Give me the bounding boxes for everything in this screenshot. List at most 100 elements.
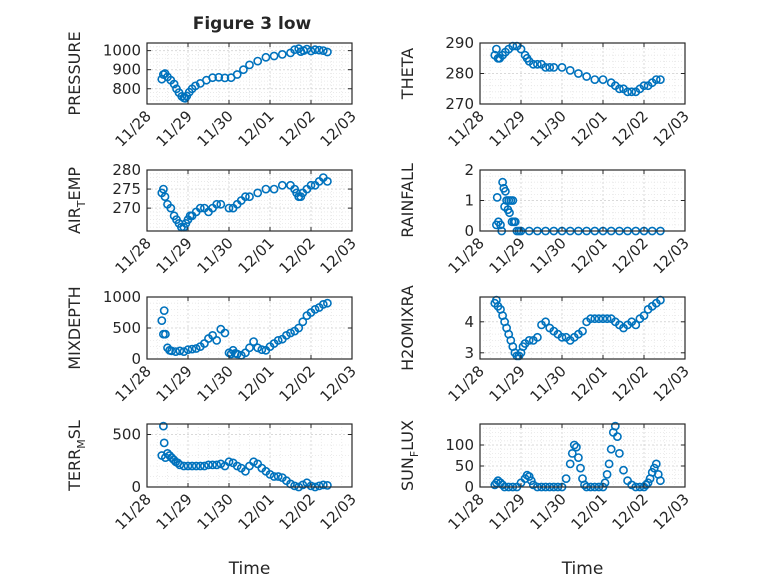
x-tick-label: 11/28 <box>112 490 155 533</box>
data-point <box>224 457 234 467</box>
data-point <box>576 463 585 473</box>
data-point <box>314 481 324 491</box>
data-point <box>598 314 608 324</box>
data-point <box>190 81 200 91</box>
data-point <box>528 59 538 69</box>
x-tick-label: 12/02 <box>609 234 652 277</box>
data-point <box>322 47 332 57</box>
data-point <box>240 466 250 476</box>
data-point <box>216 199 226 209</box>
data-point <box>651 75 661 84</box>
data-point <box>578 326 587 336</box>
data-point <box>232 70 242 79</box>
data-point <box>604 459 614 469</box>
data-point <box>491 44 501 54</box>
data-point <box>505 208 514 218</box>
data-point <box>586 314 596 324</box>
data-point <box>590 314 600 324</box>
data-point <box>631 320 641 330</box>
y-tick-label: 3 <box>464 344 474 362</box>
x-tick-label: 12/01 <box>568 490 611 533</box>
x-tick-label: 12/03 <box>317 362 360 405</box>
y-axis-label: RAINFALL <box>398 163 417 238</box>
data-point <box>277 180 287 190</box>
x-tick-label: 11/30 <box>527 107 570 150</box>
series-points <box>157 173 332 232</box>
x-tick-label: 12/03 <box>650 234 693 277</box>
data-point <box>641 480 651 490</box>
data-point <box>567 448 577 458</box>
data-point <box>574 69 583 78</box>
x-tick-label: 12/03 <box>317 107 360 150</box>
data-point <box>582 72 591 81</box>
data-point <box>498 177 507 187</box>
y-tick-label: 0 <box>464 478 474 496</box>
data-point <box>157 316 167 325</box>
x-tick-label: 12/02 <box>276 362 319 405</box>
y-axis-label: PRESSURE <box>65 31 84 115</box>
data-point <box>508 196 518 205</box>
data-point <box>565 459 575 469</box>
x-tick-label: 11/29 <box>486 362 529 405</box>
x-tick-label: 11/29 <box>153 107 196 150</box>
data-point <box>171 347 181 356</box>
data-point <box>191 344 201 353</box>
data-point <box>649 463 659 473</box>
data-point <box>545 63 555 72</box>
data-point <box>610 421 620 431</box>
x-tick-label: 12/01 <box>235 107 278 150</box>
y-tick-label: 275 <box>112 180 141 198</box>
x-tick-label: 12/03 <box>650 107 693 150</box>
data-point <box>302 44 312 54</box>
y-tick-label: 270 <box>112 199 141 217</box>
data-point <box>158 421 168 431</box>
data-point <box>294 323 304 333</box>
axes-box <box>146 423 353 488</box>
y-tick-label: 500 <box>112 426 141 444</box>
data-point <box>602 469 612 479</box>
data-point <box>179 461 189 471</box>
y-axis-label: AIRTEMP <box>65 167 88 234</box>
axes-box <box>146 42 353 105</box>
x-tick-label: 12/01 <box>235 490 278 533</box>
data-point <box>212 199 222 209</box>
data-point <box>245 192 254 202</box>
data-point <box>159 438 169 448</box>
axes-box <box>479 423 686 488</box>
data-point <box>318 480 328 490</box>
data-point <box>286 328 295 338</box>
data-point <box>208 460 217 470</box>
data-point <box>240 192 250 202</box>
data-point <box>224 203 234 213</box>
data-point <box>175 346 185 356</box>
x-tick-label: 11/30 <box>527 234 570 277</box>
x-tick-label: 11/28 <box>445 362 488 405</box>
x-tick-label: 12/02 <box>276 234 319 277</box>
data-point <box>179 347 189 356</box>
data-point <box>195 461 205 471</box>
x-tick-label: 12/03 <box>317 234 360 277</box>
y-tick-label: 2 <box>464 161 474 179</box>
data-point <box>549 63 559 72</box>
x-tick-label: 12/02 <box>276 107 319 150</box>
x-tick-label: 11/29 <box>486 107 529 150</box>
data-point <box>175 460 185 470</box>
data-point <box>212 460 222 470</box>
data-point <box>310 45 320 55</box>
x-tick-label: 11/28 <box>112 107 155 150</box>
data-point <box>656 75 665 84</box>
x-tick-label: 11/29 <box>153 362 196 405</box>
data-point <box>496 220 505 230</box>
data-point <box>541 63 550 72</box>
data-point <box>510 217 520 227</box>
y-axis-label: TERRMSL <box>65 420 88 492</box>
y-tick-label: 4 <box>464 313 474 331</box>
y-tick-label: 290 <box>445 34 474 52</box>
data-point <box>594 314 604 324</box>
series-points <box>490 41 665 97</box>
data-point <box>169 79 179 89</box>
